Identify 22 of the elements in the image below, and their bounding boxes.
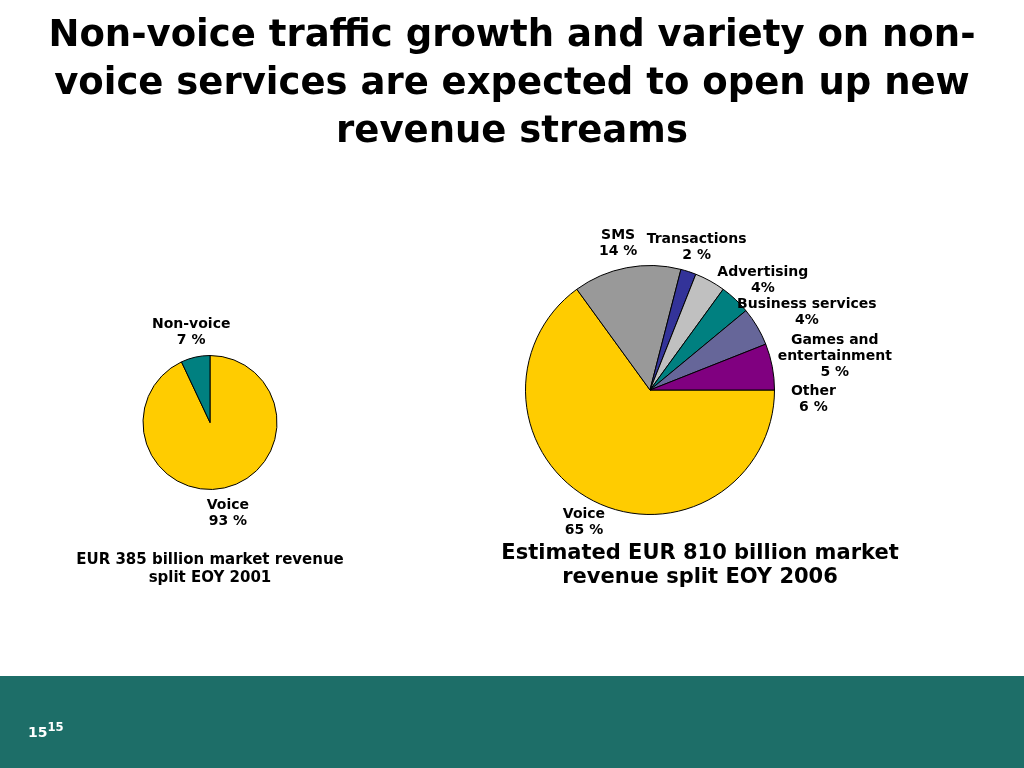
- slice-label: SMS: [601, 226, 636, 243]
- slice-label: Advertising: [717, 262, 809, 279]
- text: 15$^{15}$: [28, 720, 64, 740]
- slice-label: Transactions: [646, 230, 747, 247]
- data-label: 7 %: [176, 330, 206, 347]
- slice-label: Voice: [562, 505, 606, 522]
- slice-label: Games and entertainment: [777, 331, 893, 364]
- data-label: 2 %: [682, 246, 711, 263]
- slice-label: Business services: [737, 294, 877, 311]
- data-label: 6 %: [799, 398, 828, 415]
- text: Estimated EUR 810 billion market revenue split EOY 2006: [500, 540, 900, 588]
- data-label: 65 %: [564, 521, 604, 538]
- text: Non-voice traffic growth and variety on non-voice services are expected to open up new revenue streams: [47, 11, 977, 153]
- slice-label: Non-voice: [151, 314, 231, 331]
- data-label: 93 %: [208, 511, 248, 528]
- data-label: 14 %: [598, 242, 638, 259]
- slice-label: Voice: [206, 495, 250, 512]
- data-label: 4%: [794, 310, 819, 327]
- text: EUR 385 billion market revenue split EOY 2001: [75, 550, 345, 586]
- data-label: 5 %: [820, 363, 850, 380]
- slice-label: Other: [790, 382, 837, 399]
- data-label: 4%: [750, 278, 775, 295]
